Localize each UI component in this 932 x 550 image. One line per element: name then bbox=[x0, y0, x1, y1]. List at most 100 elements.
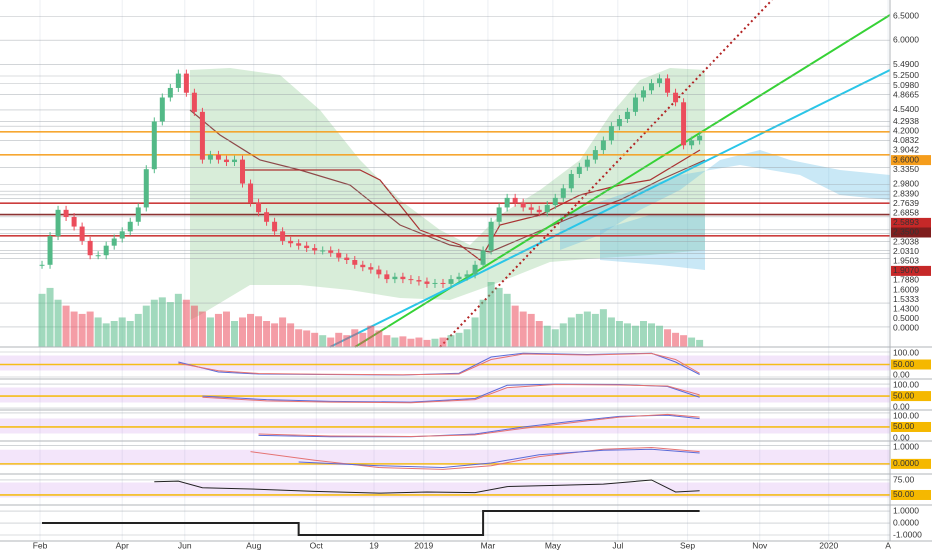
x-tick-label: 2020 bbox=[819, 540, 838, 550]
candle bbox=[103, 245, 109, 256]
volume-bar bbox=[407, 338, 415, 347]
y-label-box bbox=[891, 489, 931, 500]
volume-bar bbox=[198, 311, 206, 347]
y-tick-label: 2.5893 bbox=[893, 217, 919, 227]
candle bbox=[576, 166, 582, 174]
y-tick-label: 1.9503 bbox=[893, 256, 919, 266]
candle bbox=[673, 92, 679, 103]
candle bbox=[63, 209, 69, 217]
candle bbox=[488, 221, 494, 251]
volume-bar bbox=[62, 305, 70, 347]
candle bbox=[592, 150, 598, 160]
volume-bar bbox=[174, 293, 182, 347]
volume-bar bbox=[375, 330, 383, 347]
candle bbox=[520, 202, 526, 208]
candle bbox=[336, 252, 342, 258]
volume-bar bbox=[447, 335, 455, 347]
candle bbox=[368, 267, 374, 270]
volume-bar bbox=[439, 337, 447, 347]
volume-bar bbox=[118, 317, 126, 347]
candle bbox=[512, 197, 518, 203]
volume-bar bbox=[559, 323, 567, 347]
candle bbox=[472, 264, 478, 275]
volume-bar bbox=[303, 330, 311, 347]
candle bbox=[119, 231, 125, 239]
y-tick-label: 1.6009 bbox=[893, 284, 919, 294]
volume-bar bbox=[134, 313, 142, 347]
volume-bar bbox=[527, 313, 535, 347]
volume-bar bbox=[214, 313, 222, 347]
candle bbox=[95, 255, 101, 257]
y-tick-label: 4.0832 bbox=[893, 135, 919, 145]
volume-bar bbox=[463, 329, 471, 347]
y-label-box bbox=[891, 265, 931, 276]
candle bbox=[248, 183, 254, 203]
volume-bar bbox=[126, 321, 134, 347]
volume-bar bbox=[431, 338, 439, 347]
x-tick-label: Jun bbox=[178, 540, 192, 550]
x-tick-label: May bbox=[545, 540, 562, 550]
indicator-line bbox=[154, 479, 700, 494]
candle bbox=[55, 209, 61, 237]
y-tick-label: 4.5400 bbox=[893, 104, 919, 114]
ichimoku-cloud bbox=[600, 215, 705, 270]
y-tick-label: 2.0310 bbox=[893, 246, 919, 256]
candle bbox=[456, 276, 462, 280]
volume-bar bbox=[639, 321, 647, 347]
candle bbox=[432, 282, 438, 284]
candle bbox=[215, 154, 221, 160]
volume-bar bbox=[70, 311, 78, 347]
volume-bar bbox=[247, 313, 255, 347]
y-label-box bbox=[891, 217, 931, 228]
volume-bar bbox=[688, 337, 696, 347]
volume-bar bbox=[648, 323, 656, 347]
volume-bar bbox=[672, 332, 680, 347]
trend-line bbox=[329, 69, 891, 348]
y-tick-label: 4.2938 bbox=[893, 116, 919, 126]
y-tick-label: 75.00 bbox=[893, 474, 915, 484]
y-tick-label: 100.00 bbox=[893, 379, 919, 389]
volume-bar bbox=[551, 329, 559, 347]
indicator-line bbox=[298, 448, 700, 469]
volume-bar bbox=[327, 337, 335, 347]
volume-bar bbox=[503, 293, 511, 347]
candle bbox=[568, 173, 574, 189]
y-tick-label: 6.0000 bbox=[893, 34, 919, 44]
candle bbox=[616, 119, 622, 127]
candle bbox=[608, 126, 614, 141]
candle bbox=[256, 202, 262, 213]
volume-bar bbox=[615, 321, 623, 347]
volume-bar bbox=[279, 317, 287, 347]
candle bbox=[159, 97, 165, 122]
y-tick-label: 3.9042 bbox=[893, 145, 919, 155]
volume-bar bbox=[255, 316, 263, 347]
candle bbox=[312, 248, 318, 251]
volume-bar bbox=[110, 321, 118, 347]
candle bbox=[143, 169, 149, 208]
candle bbox=[296, 243, 302, 246]
volume-bar bbox=[287, 323, 295, 347]
candle bbox=[199, 111, 205, 160]
volume-bar bbox=[487, 282, 495, 347]
volume-bar bbox=[86, 311, 94, 347]
candle bbox=[649, 83, 655, 91]
volume-bar bbox=[367, 325, 375, 347]
y-tick-label: 6.5000 bbox=[893, 11, 919, 21]
y-tick-label: 3.6000 bbox=[893, 154, 919, 164]
y-label-box bbox=[891, 458, 931, 469]
y-tick-label: 5.4900 bbox=[893, 59, 919, 69]
candle bbox=[79, 226, 85, 241]
y-tick-label: 0.0000 bbox=[893, 323, 919, 333]
volume-bar bbox=[142, 305, 150, 347]
candle bbox=[183, 73, 189, 93]
candle bbox=[240, 159, 246, 184]
x-tick-label: Feb bbox=[33, 540, 48, 550]
candle bbox=[665, 78, 671, 93]
indicator-line bbox=[258, 413, 700, 438]
volume-bar bbox=[239, 317, 247, 347]
y-tick-label: 0.5000 bbox=[893, 313, 919, 323]
volume-bar bbox=[263, 321, 271, 347]
volume-bar bbox=[623, 323, 631, 347]
